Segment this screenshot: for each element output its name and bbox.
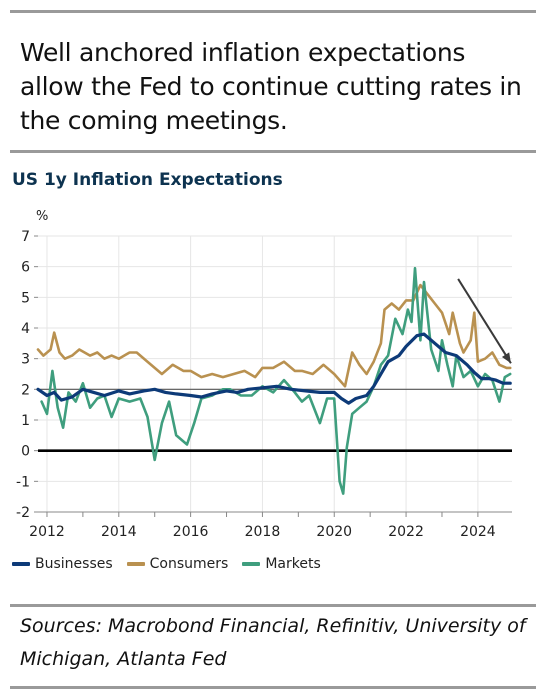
y-tick-label: 6 [21, 260, 30, 276]
legend: Businesses Consumers Markets [12, 556, 321, 572]
y-tick-label: -1 [16, 474, 30, 490]
series-layer [36, 266, 512, 495]
trend-arrow-shaft [457, 278, 512, 364]
legend-swatch [242, 562, 261, 566]
legend-swatch [126, 562, 145, 566]
y-tick-label: 4 [21, 321, 30, 337]
bottom-rule [10, 686, 536, 689]
top-rule [10, 10, 536, 13]
y-tick-label: 2 [21, 382, 30, 398]
trend-arrow-head [501, 352, 511, 364]
legend-item-businesses: Businesses [12, 556, 113, 572]
x-tick-label: 2022 [388, 524, 424, 540]
y-tick-label: -2 [16, 505, 30, 521]
y-axis-label: % [36, 209, 48, 224]
legend-label: Consumers [149, 556, 229, 572]
sources-note: Sources: Macrobond Financial, Refinitiv,… [20, 615, 526, 670]
x-tick-label: 2012 [29, 524, 65, 540]
x-tick-label: 2014 [101, 524, 137, 540]
series-markets-line [40, 266, 512, 495]
x-tick-label: 2018 [245, 524, 281, 540]
sources-rule [10, 604, 536, 607]
legend-item-markets: Markets [242, 556, 321, 572]
y-tick-label: 1 [21, 413, 30, 429]
y-tick-label: 3 [21, 352, 30, 368]
series-consumers-line [36, 283, 512, 388]
chart-title: US 1y Inflation Expectations [12, 170, 283, 190]
x-tick-label: 2016 [173, 524, 209, 540]
axis-layer: -2 -1 0 1 2 3 4 5 6 7% 2012 2014 2016 2018 2020 2022 202… [16, 209, 512, 540]
x-tick-label: 2020 [316, 524, 352, 540]
headline-rule [10, 150, 536, 153]
headline: Well anchored inflation expectations all… [20, 38, 522, 135]
legend-item-consumers: Consumers [126, 556, 229, 572]
y-tick-label: 7 [21, 229, 30, 245]
grid-layer [38, 235, 512, 513]
annotation-layer [457, 278, 512, 364]
y-tick-label: 5 [21, 290, 30, 306]
inflation-expectations-chart: -2 -1 0 1 2 3 4 5 6 7% 2012 2014 2016 2018 2020 2022 202… [16, 209, 512, 540]
x-tick-label: 2024 [460, 524, 496, 540]
legend-swatch [12, 562, 30, 566]
legend-label: Markets [265, 556, 321, 572]
legend-label: Businesses [35, 556, 113, 572]
y-tick-label: 0 [21, 444, 30, 460]
series-businesses-line [36, 332, 512, 405]
